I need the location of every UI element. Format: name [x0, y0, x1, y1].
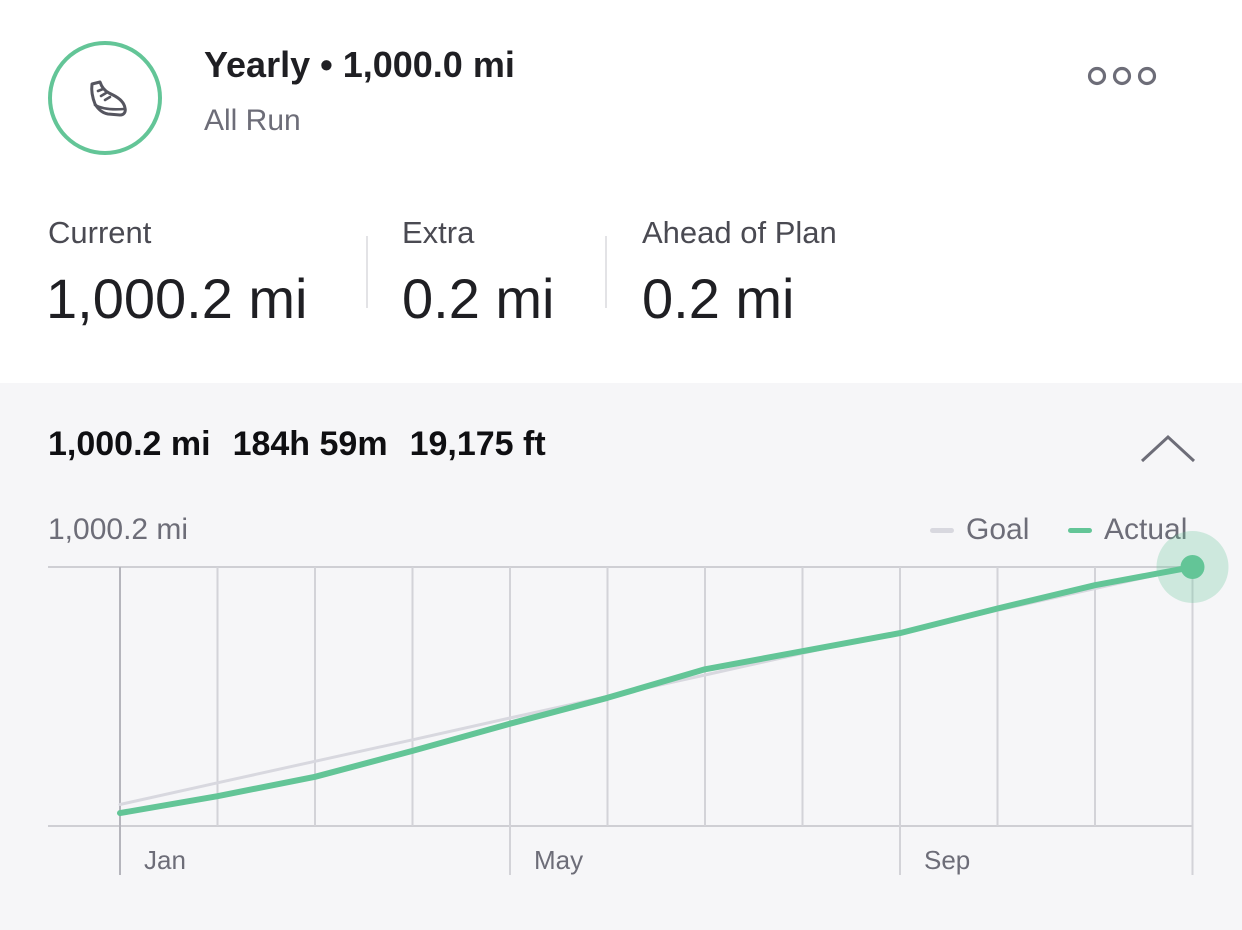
progress-chart: Jan May Sep [48, 531, 1229, 875]
more-dots-icon [1087, 66, 1157, 86]
progress-panel: 1,000.2 mi 184h 59m 19,175 ft 1,000.2 mi G… [0, 383, 1242, 930]
activity-summary: 1,000.2 mi 184h 59m 19,175 ft [48, 425, 568, 464]
legend-actual-label: Actual [1104, 513, 1188, 546]
stat-divider [366, 236, 368, 308]
legend-goal-swatch [930, 527, 954, 533]
chart-max-label: 1,000.2 mi [48, 513, 189, 546]
current-point-marker [1180, 555, 1205, 579]
stat-extra-label: Extra [402, 215, 475, 250]
stat-ahead-value: 0.2 mi [642, 267, 795, 330]
x-tick-label: Jan [144, 845, 186, 875]
collapse-chart-button[interactable] [1136, 429, 1200, 469]
more-options-button[interactable] [1084, 60, 1162, 94]
goal-header: Yearly • 1,000.0 mi All Run Current 1,00… [0, 0, 1242, 383]
summary-elevation: 19,175 ft [409, 425, 546, 463]
stat-current-value: 1,000.2 mi [46, 267, 308, 330]
chevron-up-icon [1140, 434, 1196, 463]
goal-activity-type: All Run [204, 104, 301, 137]
stat-ahead-label: Ahead of Plan [642, 215, 837, 250]
stat-extra-value: 0.2 mi [402, 267, 555, 330]
goal-badge [48, 41, 162, 155]
legend-actual-swatch [1068, 527, 1092, 533]
goal-title: Yearly • 1,000.0 mi [204, 44, 515, 85]
legend-goal-label: Goal [966, 513, 1030, 546]
x-tick-label: May [534, 845, 583, 875]
legend-goal: Goal [930, 513, 1029, 547]
summary-time: 184h 59m [232, 425, 388, 463]
x-tick-label: Sep [924, 845, 970, 875]
actual-series-line [117, 564, 1196, 817]
stat-divider [605, 236, 607, 308]
stat-current-label: Current [48, 215, 152, 250]
running-shoe-icon [90, 80, 127, 117]
summary-distance: 1,000.2 mi [48, 425, 211, 463]
legend-actual: Actual [1068, 513, 1187, 547]
